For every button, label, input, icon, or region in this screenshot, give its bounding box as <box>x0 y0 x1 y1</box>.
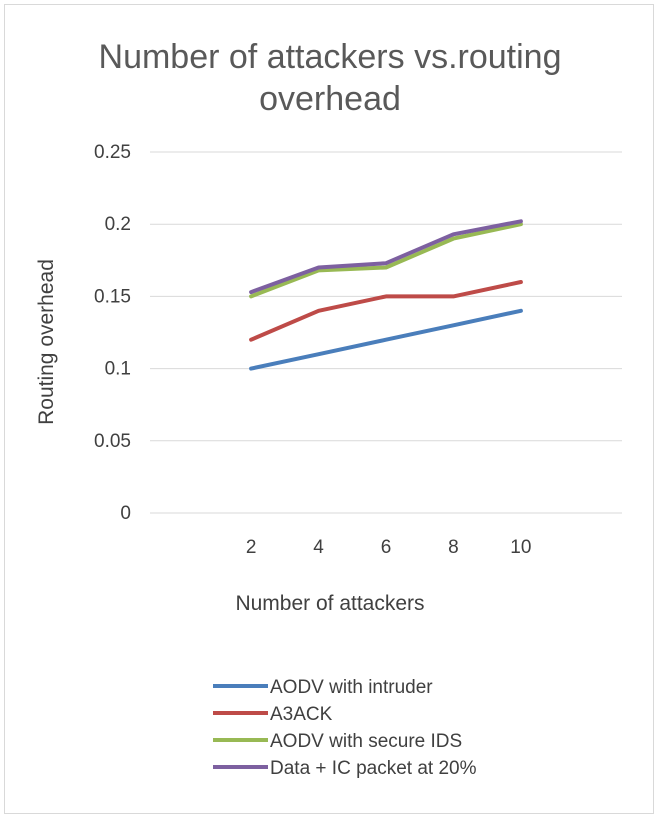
y-tick-label-2: 0.1 <box>105 359 131 380</box>
chart-title-line-1: Number of attackers vs.routing <box>99 38 562 76</box>
x-tick-label-0: 2 <box>246 537 257 558</box>
series-lines <box>249 219 523 371</box>
y-axis-tick-labels: 0 0.05 0.1 0.15 0.2 0.25 <box>94 142 131 524</box>
x-axis-tick-labels: 2 4 6 8 10 <box>246 537 532 558</box>
y-tick-label-3: 0.15 <box>94 286 131 307</box>
legend-label-2: AODV with secure IDS <box>270 731 462 752</box>
y-tick-label-4: 0.2 <box>105 214 131 235</box>
legend: AODV with intruder A3ACK AODV with secure … <box>213 677 477 779</box>
legend-label-0: AODV with intruder <box>270 677 433 698</box>
chart-title: Number of attackers vs.routing overhead <box>99 38 562 118</box>
y-tick-label-1: 0.05 <box>94 431 131 452</box>
series-line-1 <box>249 280 523 342</box>
series-line-2 <box>249 222 523 299</box>
y-tick-label-5: 0.25 <box>94 142 131 163</box>
x-tick-label-3: 8 <box>448 537 459 558</box>
y-axis-title: Routing overhead <box>35 259 58 425</box>
y-tick-label-0: 0 <box>120 503 131 524</box>
chart-title-line-2: overhead <box>259 80 401 118</box>
x-tick-label-2: 6 <box>381 537 392 558</box>
series-line-3 <box>249 219 523 295</box>
x-tick-label-4: 10 <box>510 537 531 558</box>
gridlines <box>150 151 622 514</box>
x-tick-label-1: 4 <box>313 537 324 558</box>
legend-label-3: Data + IC packet at 20% <box>270 758 477 779</box>
chart-frame <box>4 4 654 814</box>
legend-label-1: A3ACK <box>270 704 333 725</box>
series-line-0 <box>249 308 523 371</box>
x-axis-title: Number of attackers <box>235 592 424 615</box>
